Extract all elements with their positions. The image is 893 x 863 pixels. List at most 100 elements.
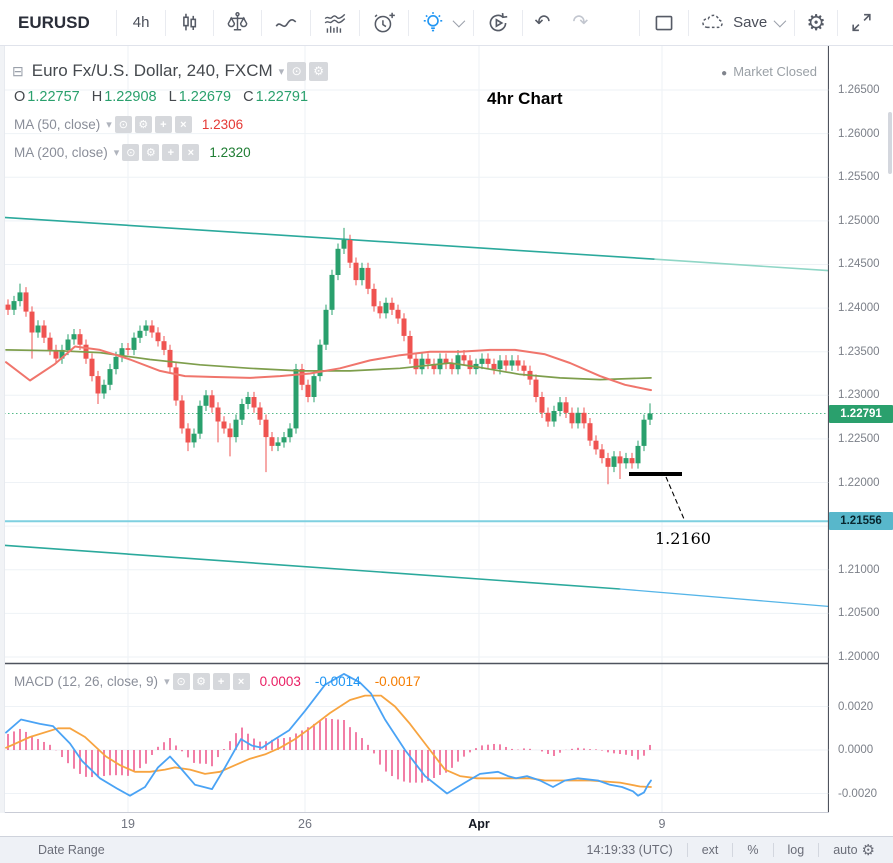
- macd-signal-value: -0.0017: [374, 674, 421, 689]
- chevron-down-icon[interactable]: ▾: [113, 147, 120, 159]
- price-tick-label: 1.20000: [838, 650, 880, 663]
- high-label: H: [91, 89, 103, 105]
- eye-icon[interactable]: [172, 673, 190, 690]
- close-label: C: [243, 89, 254, 105]
- price-tick-label: 1.23500: [838, 345, 880, 358]
- auto-scale-toggle[interactable]: auto: [833, 843, 858, 857]
- axis-scrollbar[interactable]: [888, 112, 892, 174]
- date-range-label: Date Range: [38, 843, 105, 857]
- undo-icon[interactable]: ↶: [534, 12, 551, 33]
- level-price-badge: 1.21556: [829, 512, 893, 531]
- divider: [688, 9, 690, 36]
- price-tick-label: 1.24000: [838, 302, 880, 315]
- replay-icon[interactable]: [474, 10, 522, 36]
- divider: [261, 9, 263, 36]
- rectangle-tool-icon[interactable]: [640, 10, 688, 36]
- close-icon[interactable]: [232, 673, 250, 690]
- price-tick-label: 1.21000: [838, 563, 880, 576]
- price-tick-label: 1.26500: [838, 84, 880, 96]
- eye-icon[interactable]: [114, 116, 132, 133]
- price-tick-label: 1.26000: [838, 127, 880, 140]
- eye-icon[interactable]: [122, 144, 140, 161]
- close-value: 1.22791: [255, 89, 309, 105]
- ohlc-row: O 1.22757 H 1.22908 L 1.22679 C 1.22791: [14, 89, 320, 105]
- redo-icon[interactable]: ↷: [572, 12, 589, 33]
- save-button[interactable]: Save: [733, 14, 768, 31]
- divider: [310, 9, 312, 36]
- time-tick-label: 9: [658, 817, 666, 831]
- alert-plus-icon[interactable]: [360, 10, 408, 36]
- plus-icon[interactable]: [154, 116, 172, 133]
- chevron-down-icon[interactable]: ▾: [278, 65, 285, 78]
- divider: [732, 843, 734, 857]
- extended-hours-toggle[interactable]: ext: [701, 843, 719, 857]
- open-label: O: [14, 89, 26, 105]
- divider: [473, 9, 475, 36]
- gear-icon[interactable]: [134, 116, 152, 133]
- ma200-row: MA (200, close) ▾ 1.2320: [14, 144, 251, 161]
- candlestick-chart-icon[interactable]: [166, 10, 213, 35]
- chevron-down-icon[interactable]: [773, 14, 787, 28]
- macd-line-value: -0.0014: [314, 674, 361, 689]
- interval-button[interactable]: 4h: [132, 14, 150, 31]
- time-tick-label: Apr: [468, 817, 490, 831]
- chart-note-annotation[interactable]: 4hr Chart: [487, 89, 563, 108]
- gear-icon[interactable]: [192, 673, 210, 690]
- time-tick-label: 19: [121, 817, 135, 831]
- divider: [818, 843, 820, 857]
- percent-scale-toggle[interactable]: %: [747, 843, 759, 857]
- gear-icon[interactable]: [142, 144, 160, 161]
- price-tick-label: 1.23000: [838, 389, 880, 402]
- eye-icon[interactable]: [287, 61, 307, 81]
- clock-label: 14:19:33 (UTC): [586, 843, 673, 857]
- chevron-down-icon[interactable]: ▾: [164, 676, 170, 688]
- left-margin-strip: [0, 45, 5, 836]
- chevron-down-icon[interactable]: ▾: [106, 119, 112, 131]
- compare-icon[interactable]: [214, 10, 261, 35]
- high-value: 1.22908: [104, 89, 157, 105]
- indicators-icon[interactable]: [311, 10, 359, 36]
- log-scale-toggle[interactable]: log: [787, 843, 805, 857]
- plus-icon[interactable]: [162, 144, 180, 161]
- bottom-toolbar: Date Range 14:19:33 (UTC) ext % log auto…: [0, 836, 893, 863]
- support-level-annotation[interactable]: 1.2160: [655, 529, 711, 548]
- time-axis[interactable]: 19 26 Apr 9: [0, 813, 893, 836]
- market-status-label: Market Closed: [733, 64, 817, 79]
- price-tick-label: 1.22000: [838, 476, 880, 489]
- plus-icon[interactable]: [212, 673, 230, 690]
- price-tick-label: 1.20500: [838, 607, 880, 620]
- settings-gear-icon[interactable]: ⚙: [861, 842, 875, 859]
- macd-hist-value: 0.0003: [259, 674, 301, 689]
- low-value: 1.22679: [178, 89, 232, 105]
- market-status: ● Market Closed: [721, 64, 817, 79]
- divider: [359, 9, 361, 36]
- price-tick-label: 1.22500: [838, 432, 880, 445]
- collapse-icon[interactable]: ⊟: [12, 62, 24, 79]
- price-tick-label: 1.25500: [838, 171, 880, 184]
- price-tick-label: 1.25000: [838, 214, 880, 227]
- price-axis[interactable]: 1.22791 1.21556 1.26500 1.26000 1.25500 1.2…: [829, 45, 893, 836]
- divider: [837, 9, 838, 36]
- divider: [115, 9, 117, 36]
- close-icon[interactable]: [174, 116, 192, 133]
- cloud-save-button[interactable]: Save: [689, 10, 794, 36]
- line-tools-icon[interactable]: [262, 10, 310, 36]
- divider: [686, 843, 688, 857]
- status-dot-icon: ●: [721, 68, 728, 79]
- ma50-row: MA (50, close) ▾ 1.2306: [14, 116, 243, 133]
- divider: [639, 9, 641, 36]
- macd-label[interactable]: MACD (12, 26, close, 9): [14, 674, 159, 689]
- ma50-label[interactable]: MA (50, close): [14, 117, 101, 132]
- chart-title[interactable]: Euro Fx/U.S. Dollar, 240, FXCM: [31, 61, 273, 80]
- fullscreen-icon[interactable]: [838, 10, 885, 35]
- macd-tick-label: 0.0020: [838, 700, 874, 713]
- gear-icon[interactable]: [309, 61, 329, 81]
- ideas-lightbulb-icon[interactable]: [409, 10, 473, 36]
- chevron-down-icon[interactable]: [453, 14, 466, 28]
- ma200-label[interactable]: MA (200, close): [14, 145, 108, 160]
- settings-gear-icon[interactable]: ⚙: [806, 9, 826, 35]
- divider: [408, 9, 410, 36]
- symbol-button[interactable]: EURUSD: [18, 12, 90, 32]
- close-icon[interactable]: [182, 144, 200, 161]
